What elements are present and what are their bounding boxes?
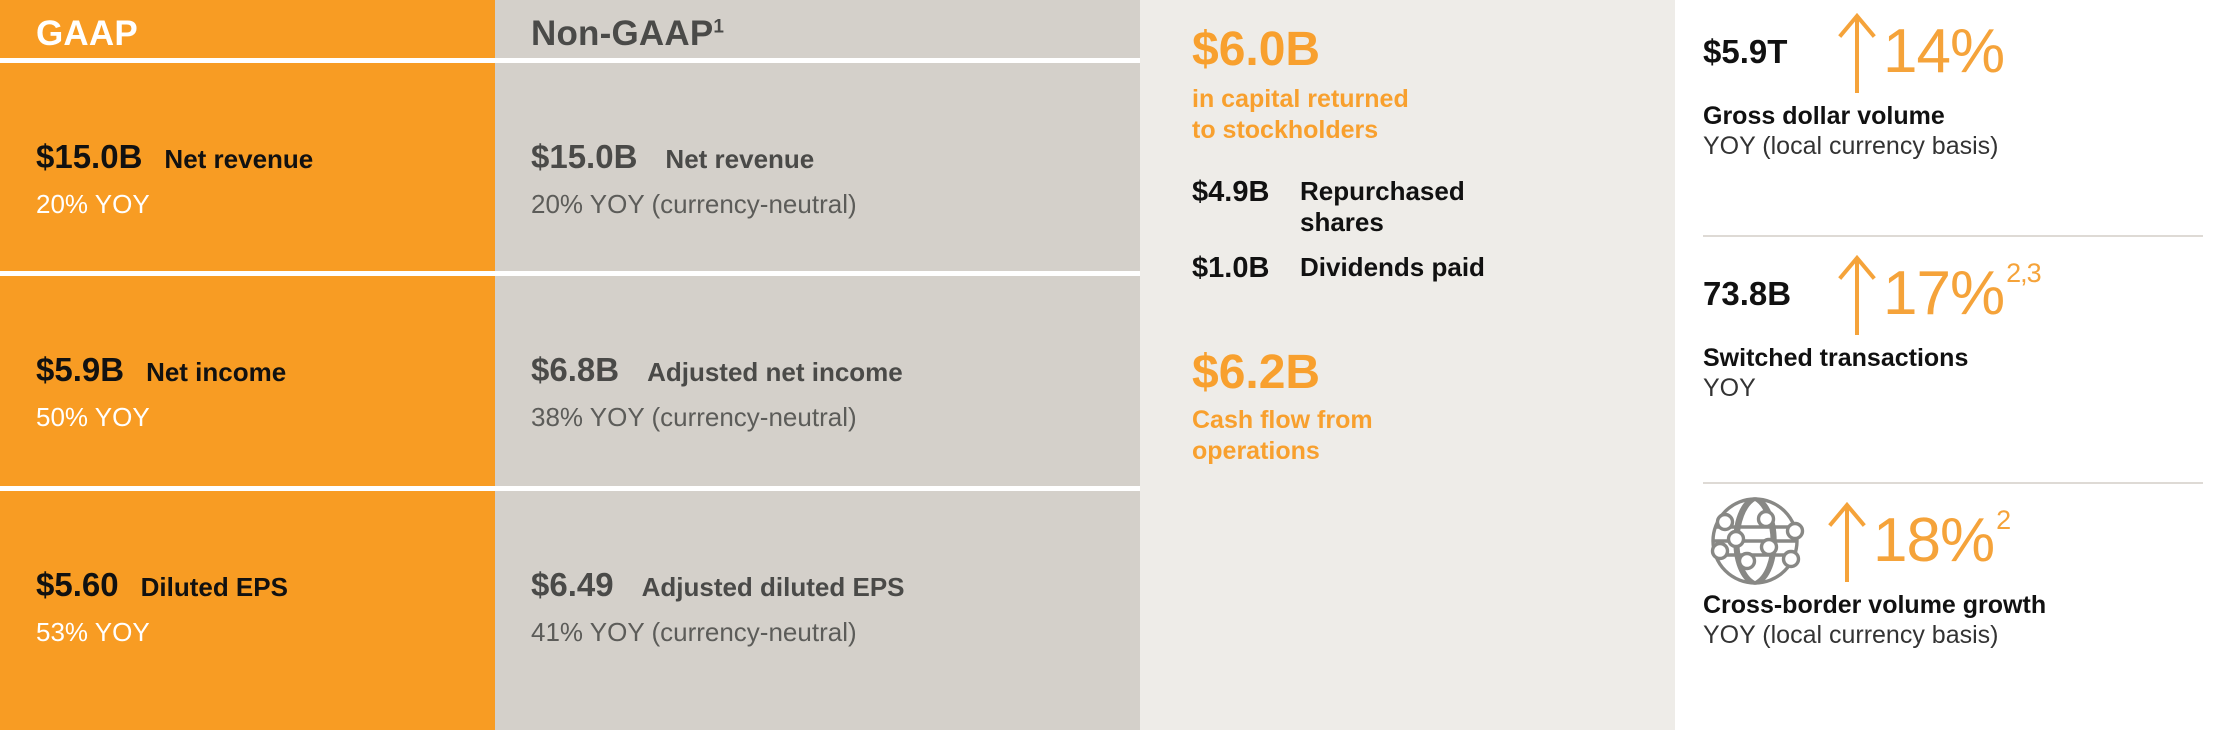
gaap-header-label: GAAP [36, 14, 138, 53]
kpi-headline: $5.9T 14% [1703, 6, 2203, 98]
kpi-percent: 17%2,3 [1883, 260, 2042, 325]
footnote-marker: 2 [1996, 505, 2011, 536]
gaap-row-net-income: $5.9B Net income 50% YOY [0, 275, 495, 486]
nongaap-row-adjusted-net-income: $6.8B Adjusted net income 38% YOY (curren… [495, 275, 1140, 486]
metric-label: Net income [146, 357, 287, 387]
kpi-percent-value: 17% [1883, 259, 2005, 328]
kpi-title: Cross-border volume growth [1703, 591, 2047, 619]
metric-label: Net revenue [164, 144, 314, 174]
metric-line: $6.49 Adjusted diluted EPS [531, 566, 905, 604]
arrow-up-icon [1831, 9, 1883, 95]
kpi-headline: 73.8B 17%2,3 [1703, 248, 2203, 340]
kpi-title: Gross dollar volume [1703, 102, 1945, 130]
metric-value: $15.0B [36, 138, 143, 175]
metric-subtext: 38% YOY (currency-neutral) [531, 402, 857, 432]
cash-flow-caption-line2: operations [1192, 436, 1320, 465]
cash-flow-caption-line1: Cash flow from [1192, 406, 1373, 434]
kpi-title: Switched transactions [1703, 344, 1969, 372]
kpi-divider [1703, 482, 2203, 484]
arrow-up-icon [1821, 498, 1873, 584]
capital-breakdown-repurchased-shares: $4.9B Repurchased shares [1192, 176, 1500, 237]
table-row-divider [0, 271, 1140, 276]
kpi-switched-transactions: 73.8B 17%2,3 Switched transactions YOY [1703, 248, 2203, 403]
capital-returned-caption: in capital returned to stockholders [1192, 84, 1409, 145]
metric-value: $5.9B [36, 351, 125, 388]
metric-value: $6.49 [531, 566, 614, 603]
metric-label: Adjusted net income [647, 357, 903, 387]
footnote-marker: 1 [713, 16, 725, 38]
capital-returned-caption-line2: to stockholders [1192, 115, 1379, 144]
breakdown-value: $4.9B [1192, 176, 1270, 208]
arrow-up-icon [1831, 251, 1883, 337]
kpi-divider [1703, 235, 2203, 237]
metric-label: Net revenue [665, 144, 815, 174]
globe-icon [1703, 489, 1821, 593]
kpi-percent: 18%2 [1873, 507, 2011, 572]
metric-line: $6.8B Adjusted net income [531, 351, 903, 389]
gaap-row-net-revenue: $15.0B Net revenue 20% YOY [0, 62, 495, 271]
metric-value: $5.60 [36, 566, 119, 603]
gaap-nongaap-table: GAAP $15.0B Net revenue 20% YOY $5.9B Net … [0, 0, 1140, 730]
capital-returned-value: $6.0B [1192, 23, 1321, 76]
metric-label: Adjusted diluted EPS [641, 572, 905, 602]
kpi-percent-value: 14% [1883, 17, 2005, 86]
table-row-divider [0, 58, 1140, 63]
kpi-headline: 18%2 [1703, 495, 2203, 587]
metric-subtext: 41% YOY (currency-neutral) [531, 617, 857, 647]
kpi-percent: 14% [1883, 21, 2005, 83]
kpi-subtitle: YOY (local currency basis) [1703, 621, 1999, 649]
metric-line: $15.0B Net revenue [36, 138, 313, 176]
kpi-cross-border-volume-growth: 18%2 Cross-border volume growth YOY (loc… [1703, 495, 2203, 650]
breakdown-value: $1.0B [1192, 252, 1270, 284]
metric-subtext: 20% YOY [36, 189, 150, 219]
gaap-row-diluted-eps: $5.60 Diluted EPS 53% YOY [0, 490, 495, 730]
nongaap-header-text: Non-GAAP [531, 14, 714, 53]
breakdown-label: Dividends paid [1300, 252, 1485, 282]
footnote-marker: 2,3 [2006, 258, 2042, 289]
gaap-column: GAAP $15.0B Net revenue 20% YOY $5.9B Net … [0, 0, 495, 730]
table-row-divider [0, 486, 1140, 491]
cash-flow-caption: Cash flow from operations [1192, 405, 1373, 466]
metric-subtext: 53% YOY [36, 617, 150, 647]
metric-line: $5.9B Net income [36, 351, 286, 389]
metric-line: $5.60 Diluted EPS [36, 566, 288, 604]
nongaap-header-label: Non-GAAP1 [531, 14, 724, 54]
capital-breakdown-dividends-paid: $1.0B Dividends paid [1192, 252, 1500, 285]
metric-value: $15.0B [531, 138, 638, 175]
metric-label: Diluted EPS [140, 572, 288, 602]
metric-line: $15.0B Net revenue [531, 138, 814, 176]
kpi-gross-dollar-volume: $5.9T 14% Gross dollar volume YOY (local… [1703, 6, 2203, 161]
cash-flow-value: $6.2B [1192, 346, 1321, 399]
kpi-lead-value: $5.9T [1703, 33, 1788, 70]
metric-subtext: 50% YOY [36, 402, 150, 432]
nongaap-row-adjusted-diluted-eps: $6.49 Adjusted diluted EPS 41% YOY (curre… [495, 490, 1140, 730]
breakdown-label: Repurchased shares [1300, 176, 1465, 237]
gaap-column-header: GAAP [0, 0, 495, 58]
kpi-subtitle: YOY [1703, 374, 1756, 402]
kpi-percent-value: 18% [1873, 506, 1995, 575]
nongaap-row-net-revenue: $15.0B Net revenue 20% YOY (currency-neut… [495, 62, 1140, 271]
kpi-column: $5.9T 14% Gross dollar volume YOY (local… [1675, 0, 2228, 730]
kpi-lead-value: 73.8B [1703, 275, 1792, 312]
capital-returned-caption-line1: in capital returned [1192, 85, 1409, 113]
kpi-subtitle: YOY (local currency basis) [1703, 132, 1999, 160]
metric-subtext: 20% YOY (currency-neutral) [531, 189, 857, 219]
capital-returned-panel: $6.0B in capital returned to stockholder… [1140, 0, 1675, 730]
metric-value: $6.8B [531, 351, 620, 388]
nongaap-column: Non-GAAP1 $15.0B Net revenue 20% YOY (cur… [495, 0, 1140, 730]
nongaap-column-header: Non-GAAP1 [495, 0, 1140, 58]
